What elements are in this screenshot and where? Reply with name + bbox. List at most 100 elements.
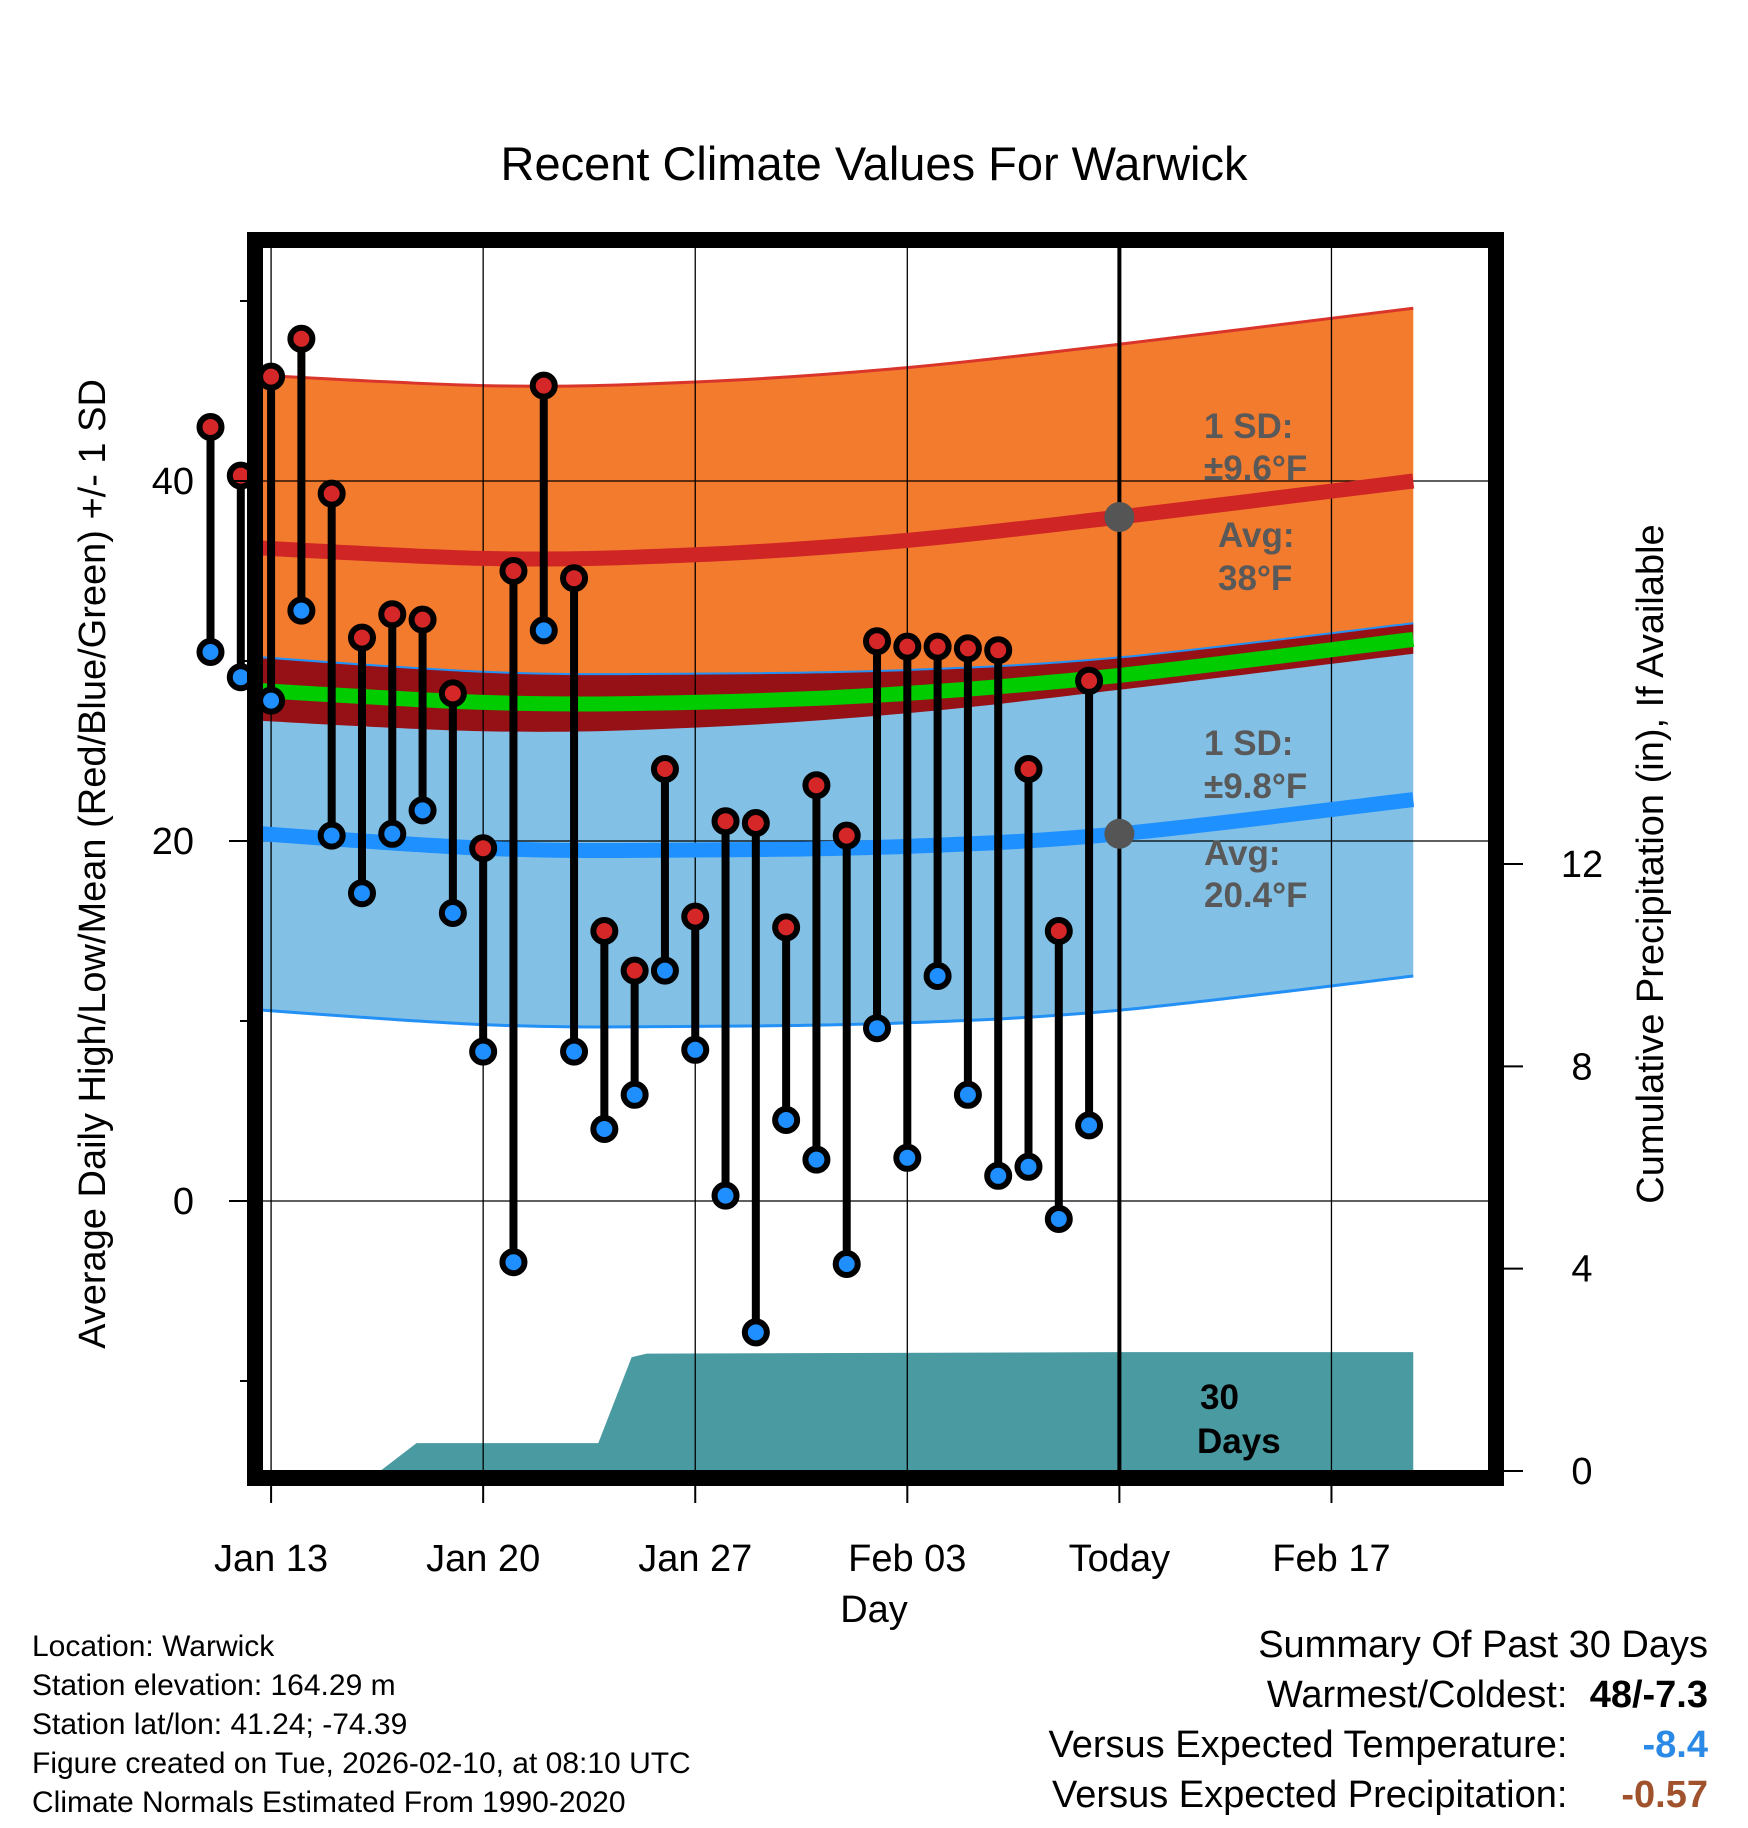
daily-high-point bbox=[287, 324, 316, 353]
daily-low-point bbox=[863, 1014, 892, 1043]
info-latlon: Station lat/lon: 41.24; -74.39 bbox=[32, 1708, 408, 1741]
daily-low-point bbox=[681, 1035, 710, 1064]
y2-tick-label: 12 bbox=[1561, 844, 1603, 886]
summary-warmest-row: Warmest/Coldest: 48/-7.3 bbox=[1049, 1670, 1708, 1720]
daily-low-point bbox=[802, 1145, 831, 1174]
y-tick-label: 40 bbox=[152, 461, 194, 503]
high-avg-line bbox=[262, 473, 1415, 567]
summary-temp-value: -8.4 bbox=[1642, 1724, 1708, 1766]
low-sd-value: ±9.8°F bbox=[1204, 767, 1307, 806]
y2-axis-label: Cumulative Precipitation (in), If Availa… bbox=[1630, 524, 1672, 1203]
daily-high-point bbox=[529, 371, 558, 400]
daily-low-point bbox=[438, 899, 467, 927]
daily-low-point bbox=[620, 1080, 649, 1109]
daily-high-point bbox=[499, 557, 528, 585]
daily-high-point bbox=[317, 479, 346, 508]
daily-low-point bbox=[650, 956, 679, 985]
x-tick-label: Feb 17 bbox=[1272, 1538, 1390, 1580]
summary-precip-label: Versus Expected Precipitation: bbox=[1052, 1774, 1568, 1816]
high-sd-label: 1 SD: bbox=[1204, 407, 1293, 446]
summary-warmest-label: Warmest/Coldest: bbox=[1266, 1674, 1568, 1716]
y2-tick-label: 0 bbox=[1571, 1451, 1592, 1493]
daily-high-point bbox=[802, 771, 831, 800]
annotations: 1 SD: ±9.6°F Avg: 38°F 1 SD: ±9.8°F Avg:… bbox=[1197, 407, 1308, 1461]
daily-low-point bbox=[257, 686, 286, 715]
y2-tick-label: 8 bbox=[1571, 1046, 1592, 1088]
high-avg-value: 38°F bbox=[1218, 559, 1292, 598]
low-avg-line bbox=[262, 792, 1415, 859]
daily-low-point bbox=[560, 1037, 589, 1066]
daily-high-point bbox=[408, 605, 437, 634]
y-tick-label: 0 bbox=[173, 1181, 194, 1223]
precip-layer bbox=[262, 1352, 1414, 1471]
low-avg-value: 20.4°F bbox=[1204, 876, 1308, 915]
daily-high-point bbox=[560, 564, 589, 593]
low-sd-lower-edge bbox=[262, 974, 1414, 1029]
daily-high-point bbox=[1044, 917, 1073, 945]
daily-low-point bbox=[741, 1318, 770, 1347]
x-tick-label: Today bbox=[1069, 1538, 1170, 1580]
axes-layer: Jan 13 Jan 20 Jan 27 Feb 03 Today Feb 1702040… bbox=[152, 300, 1603, 1580]
y2-tick-label: 4 bbox=[1571, 1249, 1592, 1291]
daily-low-point bbox=[529, 616, 558, 645]
daily-high-point bbox=[257, 362, 286, 391]
daily-high-point bbox=[196, 413, 225, 441]
station-info: Location: Warwick Station elevation: 164… bbox=[32, 1627, 691, 1822]
daily-low-point bbox=[711, 1181, 740, 1210]
daily-low-point bbox=[378, 819, 407, 848]
high-sd-value: ±9.6°F bbox=[1204, 449, 1307, 488]
daily-low-point bbox=[1014, 1152, 1043, 1181]
summary-panel: Summary Of Past 30 Days Warmest/Coldest:… bbox=[1049, 1620, 1708, 1820]
today-high-avg-marker bbox=[1104, 502, 1135, 532]
daily-high-point bbox=[832, 821, 861, 850]
high-avg-label: Avg: bbox=[1218, 516, 1294, 555]
daily-high-point bbox=[893, 632, 922, 661]
info-normals: Climate Normals Estimated From 1990-2020 bbox=[32, 1786, 626, 1819]
low-sd-label: 1 SD: bbox=[1204, 724, 1293, 763]
daily-low-point bbox=[408, 796, 437, 825]
daily-high-point bbox=[863, 627, 892, 656]
info-created: Figure created on Tue, 2026-02-10, at 08… bbox=[32, 1747, 691, 1780]
daily-high-point bbox=[1014, 755, 1043, 783]
today-low-avg-marker bbox=[1104, 818, 1135, 849]
daily-high-point bbox=[650, 755, 679, 783]
daily-low-point bbox=[499, 1248, 528, 1277]
daily-low-point bbox=[469, 1037, 498, 1066]
daily-high-point bbox=[772, 913, 801, 942]
today-layer bbox=[1104, 247, 1135, 1471]
daily-high-point bbox=[469, 834, 498, 863]
daily-high-point bbox=[923, 632, 952, 661]
daily-range-bars bbox=[196, 324, 1104, 1347]
daily-low-point bbox=[1075, 1111, 1104, 1140]
daily-high-point bbox=[347, 623, 376, 652]
daily-low-point bbox=[772, 1106, 801, 1134]
daily-low-point bbox=[287, 596, 316, 625]
period-unit: Days bbox=[1197, 1422, 1281, 1461]
x-tick-label: Feb 03 bbox=[848, 1538, 966, 1580]
daily-high-point bbox=[984, 636, 1013, 665]
daily-high-point bbox=[711, 807, 740, 836]
precip-area bbox=[262, 1352, 1414, 1471]
daily-low-point bbox=[923, 962, 952, 990]
summary-temp-row: Versus Expected Temperature: -8.4 bbox=[1049, 1720, 1708, 1770]
daily-high-point bbox=[953, 634, 982, 663]
info-location: Location: Warwick bbox=[32, 1630, 275, 1663]
high-sd-upper-edge bbox=[262, 306, 1414, 388]
x-axis-label: Day bbox=[840, 1589, 908, 1631]
chart-title: Recent Climate Values For Warwick bbox=[501, 137, 1248, 190]
y-tick-label: 20 bbox=[152, 821, 194, 863]
daily-high-point bbox=[741, 809, 770, 837]
daily-high-point bbox=[681, 902, 710, 931]
low-avg-label: Avg: bbox=[1204, 834, 1280, 873]
x-tick-label: Jan 13 bbox=[214, 1538, 328, 1580]
daily-high-point bbox=[590, 917, 619, 945]
daily-low-point bbox=[1044, 1205, 1073, 1233]
x-tick-label: Jan 27 bbox=[638, 1538, 752, 1580]
daily-high-point bbox=[1075, 666, 1104, 695]
period-number: 30 bbox=[1200, 1378, 1239, 1417]
summary-temp-label: Versus Expected Temperature: bbox=[1048, 1724, 1568, 1766]
daily-low-point bbox=[984, 1161, 1013, 1190]
daily-low-point bbox=[196, 638, 225, 666]
daily-low-point bbox=[893, 1143, 922, 1172]
